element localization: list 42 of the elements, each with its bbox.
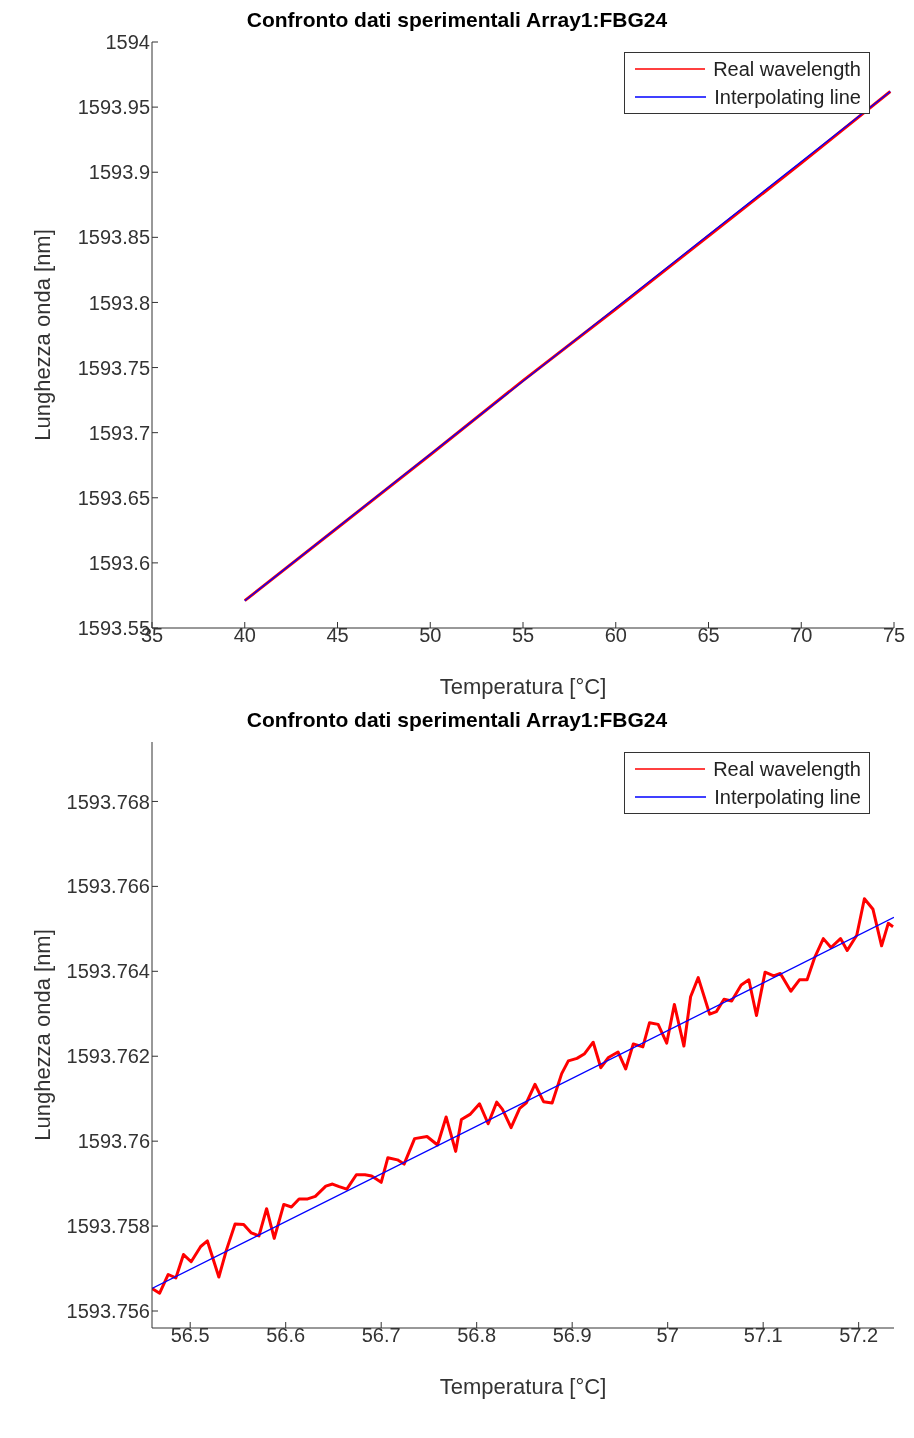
x-axis-title: Temperatura [°C] (439, 1374, 607, 1399)
y-tick-label: 1593.9 (88, 161, 150, 184)
y-tick-label: 1593.762 (66, 1045, 150, 1068)
y-tick-label: 1593.768 (66, 790, 150, 813)
x-tick-label: 60 (604, 624, 627, 647)
legend-label: Real wavelength (713, 57, 861, 81)
x-tick-label: 56.6 (266, 1324, 306, 1347)
x-tick-label: 45 (326, 624, 349, 647)
y-tick-label: 1593.758 (66, 1215, 150, 1238)
legend-label: Interpolating line (714, 785, 861, 809)
y-axis-title: Lunghezza onda [nm] (29, 229, 55, 441)
legend-label: Real wavelength (713, 757, 861, 781)
x-tick-label: 70 (790, 624, 813, 647)
x-tick-label: 56.9 (552, 1324, 592, 1347)
y-tick-label: 1593.6 (88, 551, 150, 574)
y-tick-label: 1593.75 (77, 356, 150, 379)
x-tick-label: 65 (697, 624, 720, 647)
x-tick-label: 57.2 (839, 1324, 879, 1347)
y-tick-label: 1593.95 (77, 96, 150, 119)
x-tick-label: 75 (882, 624, 906, 647)
y-tick-label: 1593.85 (77, 226, 150, 249)
x-tick-label: 56.5 (170, 1324, 210, 1347)
y-tick-label: 1593.65 (77, 486, 150, 509)
x-tick-label: 57.1 (743, 1324, 783, 1347)
x-tick-label: 56.8 (457, 1324, 497, 1347)
chart-title: Confronto dati sperimentali Array1:FBG24 (246, 8, 668, 31)
y-tick-label: 1593.7 (88, 421, 150, 444)
x-tick-label: 55 (511, 624, 535, 647)
y-tick-label: 1593.764 (66, 960, 150, 983)
y-axis-title: Lunghezza onda [nm] (29, 929, 55, 1141)
x-tick-label: 57 (656, 1324, 679, 1347)
x-axis-title: Temperatura [°C] (439, 674, 607, 699)
y-tick-label: 1593.756 (66, 1300, 150, 1323)
chart-title: Confronto dati sperimentali Array1:FBG24 (245, 708, 669, 733)
y-tick-label: 1594 (105, 31, 150, 54)
x-tick-label: 40 (233, 624, 256, 647)
x-tick-label: 50 (419, 624, 442, 647)
y-tick-label: 1593.76 (77, 1130, 150, 1153)
x-tick-label: 56.7 (361, 1324, 401, 1347)
y-tick-label: 1593.766 (66, 875, 150, 898)
legend-label: Interpolating line (714, 85, 861, 109)
y-tick-label: 1593.8 (88, 291, 150, 314)
